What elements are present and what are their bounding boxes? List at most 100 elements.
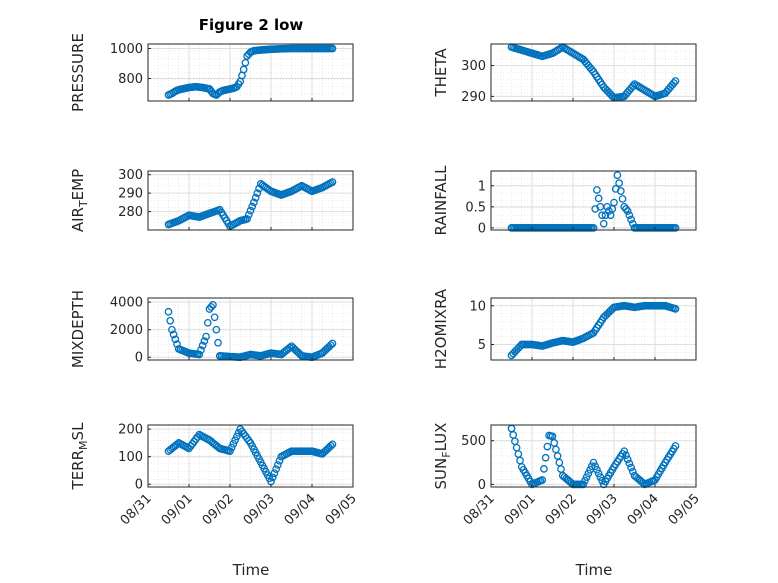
data-point	[627, 215, 635, 224]
data-point	[173, 440, 181, 449]
data-point	[326, 341, 335, 349]
y-axis-label-main: H2OMIXRA	[432, 288, 450, 369]
axes-box	[147, 170, 354, 231]
data-point	[582, 473, 591, 481]
data-point	[593, 186, 601, 194]
subplot-5: 0 2000 4000 MIXDEPTH	[69, 290, 354, 368]
x-axis-label-right: Time	[575, 561, 613, 579]
data-point	[273, 461, 282, 469]
data-point	[164, 307, 173, 316]
y-axis-label: PRESSURE	[69, 33, 87, 112]
data-point	[622, 451, 630, 460]
data-point	[625, 211, 634, 220]
y-axis-label-rest: EMP	[69, 169, 87, 200]
data-point	[226, 447, 234, 456]
axes-box	[490, 170, 697, 231]
x-tick-label: 09/01	[502, 491, 539, 528]
data-point	[268, 473, 277, 482]
data-point	[229, 439, 238, 448]
y-tick-label: 290	[118, 187, 143, 202]
data-point	[168, 325, 176, 334]
data-point	[579, 480, 588, 489]
data-point	[173, 340, 181, 349]
y-tick-label: 1000	[110, 42, 143, 57]
data-point	[596, 473, 605, 481]
data-point	[328, 178, 337, 186]
axes-box	[490, 424, 697, 488]
y-axis-label-rest: SL	[69, 422, 87, 441]
x-axis-label-left: Time	[232, 561, 270, 579]
data-point	[246, 206, 255, 215]
y-tick-label: 800	[118, 72, 143, 87]
data-point	[227, 443, 236, 452]
data-point	[618, 195, 627, 203]
y-tick-label: 300	[461, 59, 486, 74]
data-point	[581, 476, 589, 485]
data-point	[210, 313, 219, 322]
data-point	[270, 469, 279, 478]
y-axis-label-subscript: T	[77, 200, 90, 208]
x-tick-label: 09/02	[200, 491, 237, 528]
y-axis-label: THETA	[432, 48, 450, 98]
data-point	[244, 210, 253, 219]
x-tick-label: 09/05	[323, 491, 360, 528]
y-axis-label-main: PRESSURE	[69, 33, 87, 112]
data-point	[171, 335, 180, 344]
data-point	[593, 465, 601, 474]
y-axis-label-main: RAINFALL	[432, 165, 450, 236]
subplot-1: 800 1000 PRESSURE	[69, 33, 354, 112]
data-point	[214, 338, 222, 347]
y-axis-label-main: MIXDEPTH	[69, 290, 87, 368]
y-axis-label: MIXDEPTH	[69, 290, 87, 368]
y-tick-label: 100	[118, 450, 143, 465]
y-tick-label: 500	[461, 434, 486, 449]
data-point	[594, 194, 603, 203]
data-point	[209, 301, 217, 309]
y-tick-label: 280	[118, 205, 143, 220]
y-tick-label: 200	[118, 423, 143, 438]
data-point	[285, 343, 294, 352]
y-tick-label: 10	[469, 299, 486, 314]
data-point	[253, 189, 262, 197]
data-point	[671, 77, 680, 85]
y-axis-label-main: AIR	[69, 207, 87, 232]
y-axis-label: RAINFALL	[432, 165, 450, 236]
data-point	[241, 58, 250, 67]
y-axis-label: AIRTEMP	[69, 169, 90, 232]
data-point	[200, 337, 209, 345]
data-point	[584, 469, 593, 478]
data-point	[594, 469, 603, 478]
data-point	[591, 462, 600, 471]
data-point	[671, 224, 680, 232]
y-tick-label: 0.5	[465, 200, 486, 215]
data-point	[598, 211, 606, 220]
data-point	[620, 447, 629, 456]
y-axis-label: TERRMSL	[69, 422, 90, 491]
figure-title: Figure 2 low	[199, 16, 304, 34]
data-point	[625, 459, 634, 468]
data-point	[627, 463, 635, 472]
y-tick-label: 300	[118, 168, 143, 183]
x-tick-label: 08/31	[118, 491, 155, 528]
data-point	[231, 436, 239, 445]
data-point	[328, 339, 337, 348]
x-tick-label: 09/01	[159, 491, 196, 528]
data-point	[326, 442, 335, 450]
data-point	[538, 476, 547, 484]
y-axis-label-subscript: M	[77, 440, 90, 450]
data-point	[197, 346, 205, 354]
data-point	[669, 79, 678, 87]
y-tick-label: 0	[478, 221, 486, 236]
y-axis-label-main: THETA	[432, 48, 450, 98]
x-tick-label: 09/03	[241, 491, 278, 528]
data-point	[195, 350, 204, 359]
data-point	[589, 224, 598, 232]
axes-box	[490, 297, 697, 361]
data-point	[540, 465, 548, 473]
subplot-4: 0 0.5 1 RAINFALL	[432, 165, 697, 236]
y-axis-label-rest: LUX	[432, 423, 450, 452]
axes-box	[147, 424, 354, 488]
subplot-8: 0 500 08/31 09/01 09/02 09/03 09/04 09/05 SUNFLU…	[432, 423, 703, 529]
data-point	[234, 428, 243, 437]
